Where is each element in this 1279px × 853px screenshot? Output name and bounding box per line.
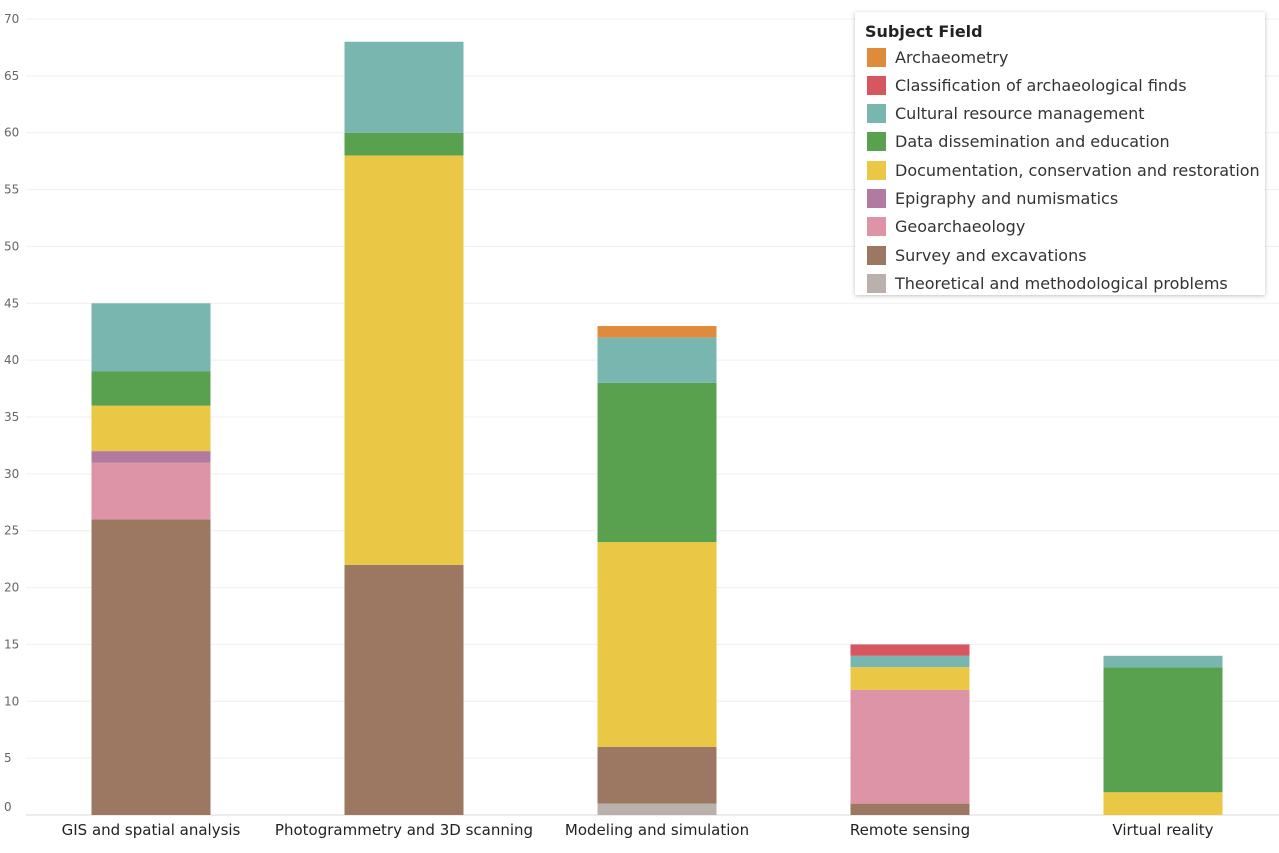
y-tick-label: 65 xyxy=(4,69,19,83)
y-tick-label: 5 xyxy=(4,751,12,765)
y-tick-label: 15 xyxy=(4,637,19,651)
y-tick-label: 50 xyxy=(4,239,19,253)
y-axis: 0 5 10 15 20 25 30 35 40 45 50 55 60 65 70 xyxy=(4,12,19,814)
legend-swatch xyxy=(867,104,886,124)
legend-swatch xyxy=(867,75,886,95)
bar-segment xyxy=(597,337,717,383)
legend-item: Archaeometry xyxy=(867,47,1008,67)
bar-segment xyxy=(597,382,717,543)
legend-item: Classification of archaeological finds xyxy=(867,75,1187,95)
legend-swatch xyxy=(867,189,886,208)
legend-label: Cultural resource management xyxy=(895,104,1145,124)
y-tick-label: 60 xyxy=(4,126,19,140)
bar-segment xyxy=(850,689,970,804)
bar-segment xyxy=(91,519,211,815)
bar-segment xyxy=(91,462,211,520)
y-tick-label: 25 xyxy=(4,524,19,538)
y-tick-label: 40 xyxy=(4,353,19,367)
legend-swatch xyxy=(867,273,886,293)
y-tick-label: 0 xyxy=(4,800,12,814)
y-tick-label: 70 xyxy=(4,12,19,26)
y-tick-label: 55 xyxy=(4,183,19,197)
bar-segment xyxy=(91,303,211,372)
bar-segment xyxy=(1103,667,1223,793)
legend-item: Data dissemination and education xyxy=(867,132,1170,152)
bar-segment xyxy=(91,405,211,452)
y-tick-label: 45 xyxy=(4,296,19,310)
bar-segment xyxy=(91,451,211,463)
legend-label: Data dissemination and education xyxy=(895,132,1170,152)
legend-item: Survey and excavations xyxy=(867,245,1087,265)
legend-title: Subject Field xyxy=(865,22,983,41)
bar-segment xyxy=(91,371,211,406)
bar-segment xyxy=(850,655,970,668)
legend-item: Epigraphy and numismatics xyxy=(867,189,1118,209)
bar-segment xyxy=(597,542,717,747)
legend-item: Theoretical and methodological problems xyxy=(867,273,1228,293)
legend: Subject Field Archaeometry Classification… xyxy=(855,12,1265,295)
x-tick-label: Modeling and simulation xyxy=(565,821,749,839)
legend-item: Geoarchaeology xyxy=(867,217,1025,237)
legend-label: Archaeometry xyxy=(895,47,1009,67)
bar-segment xyxy=(850,667,970,690)
legend-label: Classification of archaeological finds xyxy=(895,75,1187,95)
y-tick-label: 35 xyxy=(4,410,19,424)
legend-label: Geoarchaeology xyxy=(895,217,1026,237)
bar-segment xyxy=(344,155,464,565)
legend-swatch xyxy=(867,132,886,152)
legend-label: Documentation, conservation and restorat… xyxy=(895,160,1260,180)
bar-segment xyxy=(1103,655,1223,668)
legend-swatch xyxy=(867,160,886,180)
y-tick-label: 10 xyxy=(4,694,19,708)
legend-swatch xyxy=(867,245,886,265)
bar-segment xyxy=(597,746,717,804)
bars xyxy=(91,41,1223,815)
legend-label: Theoretical and methodological problems xyxy=(895,273,1228,293)
legend-label: Survey and excavations xyxy=(895,245,1087,265)
legend-swatch xyxy=(867,217,886,237)
x-tick-label: Virtual reality xyxy=(1112,821,1213,839)
y-tick-label: 30 xyxy=(4,467,19,481)
x-tick-label: GIS and spatial analysis xyxy=(62,821,241,839)
legend-item: Cultural resource management xyxy=(867,104,1145,124)
legend-label: Epigraphy and numismatics xyxy=(895,189,1119,208)
bar-segment xyxy=(850,644,970,656)
bar-segment xyxy=(344,41,464,133)
legend-item: Documentation, conservation and restorat… xyxy=(867,160,1260,180)
x-tick-label: Remote sensing xyxy=(850,821,970,839)
y-tick-label: 20 xyxy=(4,581,19,595)
legend-swatch xyxy=(867,47,886,67)
bar-segment xyxy=(597,326,717,338)
bar-segment xyxy=(1103,792,1223,815)
x-axis: GIS and spatial analysis Photogrammetry a… xyxy=(62,821,1214,839)
bar-segment xyxy=(344,132,464,156)
bar-segment xyxy=(850,803,970,815)
bar-segment xyxy=(344,564,464,815)
x-tick-label: Photogrammetry and 3D scanning xyxy=(275,821,533,839)
bar-segment xyxy=(597,803,717,815)
